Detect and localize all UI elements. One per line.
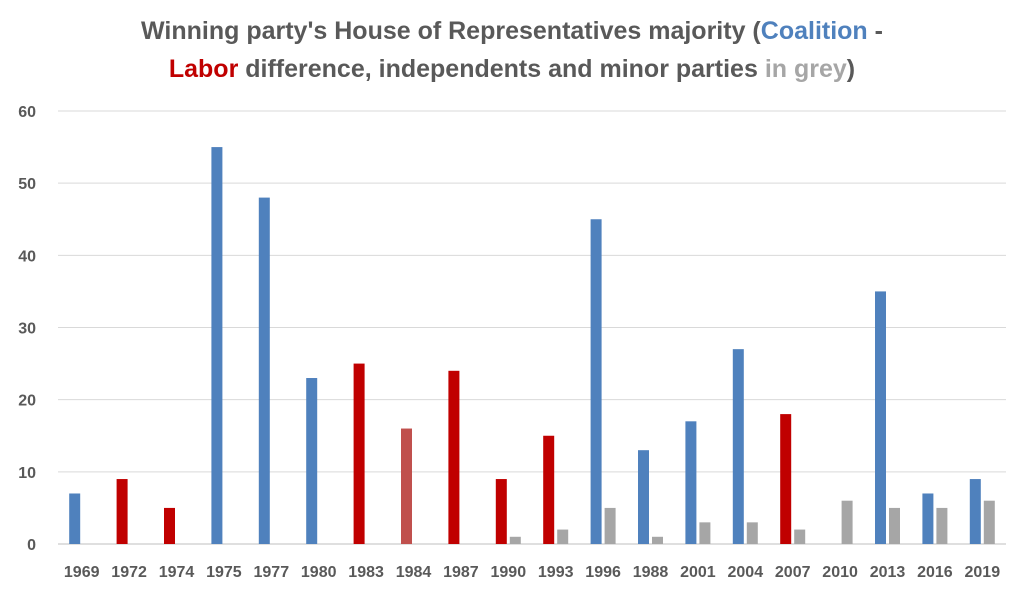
title-line2-middle: difference, independents and minor parti… [238,55,765,83]
bar-winning-party-1990 [495,479,507,544]
x-tick-label-1969: 1969 [64,564,100,581]
bar-winning-party-1974 [164,507,175,544]
bar-winning-party-1988 [638,450,649,544]
chart-title: Winning party's House of Representatives… [0,12,1024,88]
x-tick-label-2010: 2010 [822,564,858,581]
gridlines [58,110,1006,545]
x-tick-label-1974: 1974 [159,564,195,581]
bar-winning-party-1996 [590,219,602,544]
bar-winning-party-2004 [732,349,744,544]
bar-winning-party-1993 [543,435,555,544]
y-tick-label-30: 30 [18,321,36,338]
x-tick-label-1988: 1988 [633,564,669,581]
bar-winning-party-1975 [211,147,223,545]
bar-winning-party-1984 [401,428,412,544]
y-tick-label-20: 20 [18,393,36,410]
x-tick-label-1983: 1983 [348,564,384,581]
bar-independents-minor-1993 [557,529,569,544]
title-coalition-word: Coalition [760,17,868,45]
x-tick-label-2001: 2001 [680,564,716,581]
bar-independents-minor-2001 [699,522,711,544]
x-tick-label-1993: 1993 [538,564,574,581]
bar-independents-minor-1990 [509,536,521,544]
x-tick-label-1975: 1975 [206,564,242,581]
bar-winning-party-1972 [116,479,128,544]
x-tick-label-1977: 1977 [254,564,290,581]
bar-winning-party-1977 [258,197,270,544]
bar-winning-party-1980 [306,378,318,544]
x-tick-label-2013: 2013 [870,564,906,581]
bar-winning-party-1987 [448,370,460,544]
x-tick-label-1972: 1972 [111,564,147,581]
bar-independents-minor-1988 [652,536,663,544]
bar-independents-minor-1996 [604,507,616,544]
bar-independents-minor-2007 [794,529,806,544]
y-tick-label-10: 10 [18,465,36,482]
bar-winning-party-2019 [969,479,981,544]
title-grey-words: in grey [764,55,847,83]
title-line2-end: ) [846,55,856,83]
bar-independents-minor-2019 [983,500,995,544]
x-tick-label-1996: 1996 [585,564,621,581]
bar-winning-party-2001 [685,421,697,544]
bar-winning-party-2016 [922,493,934,544]
title-labor-word: Labor [168,55,239,83]
y-axis-tick-labels: 0 10 20 30 40 50 60 [18,104,36,554]
y-tick-label-50: 50 [18,176,36,193]
x-tick-label-2004: 2004 [728,564,764,581]
bar-winning-party-1969 [69,493,81,544]
bar-winning-party-1983 [353,363,365,544]
x-tick-label-1984: 1984 [396,564,432,581]
x-tick-label-1980: 1980 [301,564,337,581]
bar-winning-party-2013 [875,291,886,544]
y-tick-label-0: 0 [27,537,36,554]
bars [69,147,995,545]
bar-independents-minor-2010 [841,500,853,544]
y-tick-label-60: 60 [18,104,36,121]
x-tick-label-1987: 1987 [443,564,479,581]
title-prefix: Winning party's House of Representatives… [141,17,761,45]
bar-winning-party-2007 [780,414,792,544]
bar-independents-minor-2013 [889,507,900,544]
x-axis-tick-labels: 1969 1972 1974 1975 1977 1980 1983 1984 1987 1990… [64,564,1000,581]
bar-independents-minor-2016 [936,507,948,544]
chart-title-line-1: Winning party's House of Representatives… [0,12,1024,50]
bar-independents-minor-2004 [746,522,758,544]
y-tick-label-40: 40 [18,248,36,265]
title-line1-suffix: - [867,17,883,45]
chart-title-line-2: Labor difference, independents and minor… [0,50,1024,88]
x-tick-label-2019: 2019 [965,564,1001,581]
x-tick-label-1990: 1990 [491,564,527,581]
x-tick-label-2007: 2007 [775,564,811,581]
x-tick-label-2016: 2016 [917,564,953,581]
